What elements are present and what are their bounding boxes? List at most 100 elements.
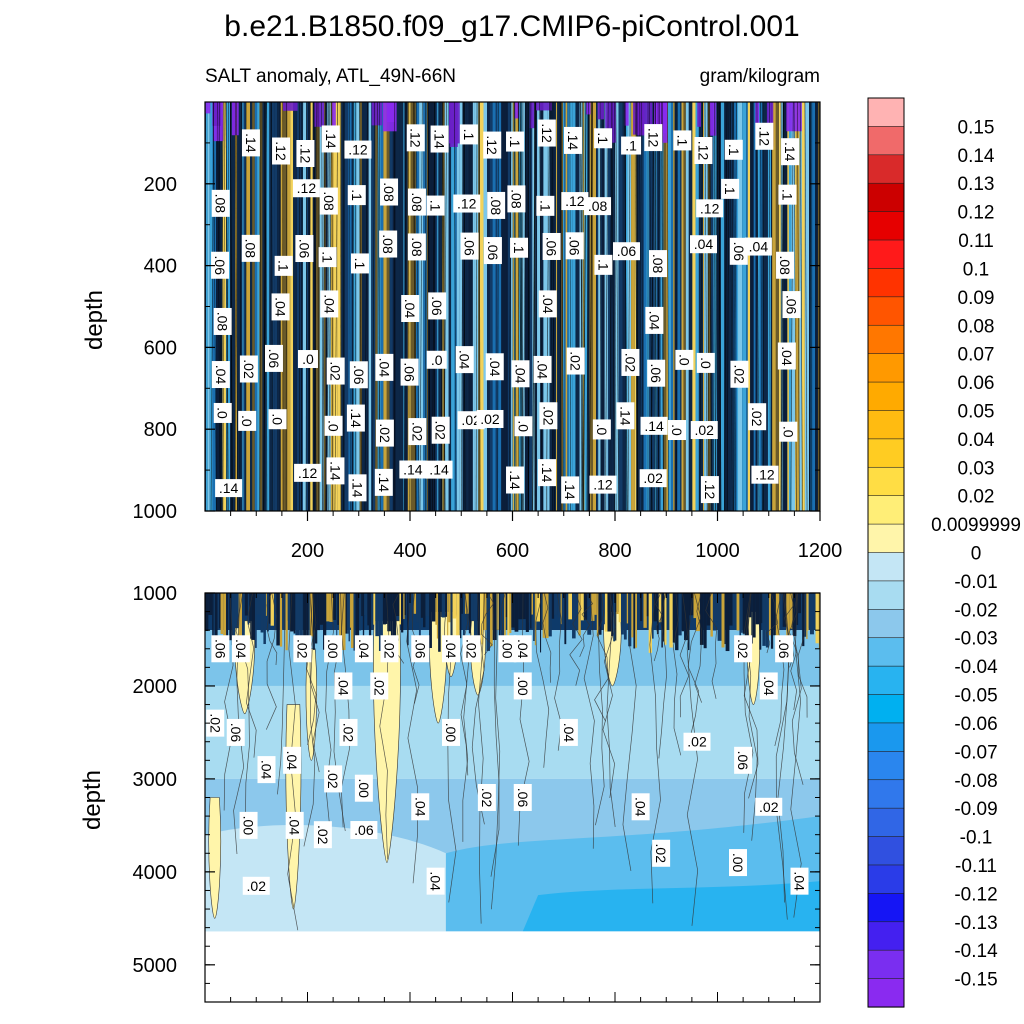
contour-label: .12 — [294, 463, 322, 482]
contour-line — [277, 593, 286, 795]
colorbar-label: -0.03 — [954, 629, 997, 650]
contour-label: .1 — [510, 237, 529, 258]
contour-label: .02 — [476, 409, 504, 428]
field-band — [306, 593, 309, 640]
svg-text:.12: .12 — [457, 196, 477, 212]
upper-contour-labels: .14.12.12.14.12.12.14.1.12.1.12.14.1.1.1… — [211, 119, 801, 504]
field-band — [761, 593, 763, 624]
field-band — [720, 102, 725, 511]
contour-line — [791, 593, 804, 785]
contour-line — [475, 102, 478, 511]
field-band — [614, 102, 619, 511]
field-band — [375, 593, 379, 637]
field-band — [226, 102, 231, 511]
contour-line — [707, 102, 710, 511]
contour-line — [641, 102, 644, 511]
contour-line — [676, 102, 678, 511]
field-band — [496, 593, 499, 630]
contour-line — [217, 102, 221, 511]
field-band — [724, 593, 726, 645]
field-band — [564, 102, 566, 511]
svg-text:.04: .04 — [273, 297, 289, 317]
svg-text:.04: .04 — [402, 299, 418, 319]
field-band — [367, 593, 369, 626]
field-band — [712, 593, 717, 631]
field-band — [525, 593, 529, 633]
field-band — [468, 102, 473, 511]
svg-text:.06: .06 — [228, 723, 244, 743]
svg-text:.02: .02 — [622, 353, 638, 373]
contour-line — [582, 102, 584, 511]
colorbar-swatch — [867, 410, 905, 440]
svg-text:.0: .0 — [676, 354, 692, 366]
svg-text:.06: .06 — [731, 242, 747, 262]
colorbar-label: 0.12 — [958, 203, 995, 224]
svg-text:.06: .06 — [648, 363, 664, 383]
field-band — [290, 102, 294, 511]
svg-text:.00: .00 — [730, 853, 746, 873]
contour-line — [769, 102, 771, 511]
contour-label: .04 — [559, 718, 578, 746]
contour-label: .14 — [374, 468, 393, 496]
field-band — [337, 102, 342, 511]
field-band — [390, 593, 393, 639]
field-band — [753, 102, 756, 511]
svg-text:.1: .1 — [352, 258, 368, 270]
svg-text:.00: .00 — [443, 723, 459, 743]
contour-line — [799, 102, 803, 511]
field-band — [356, 102, 360, 511]
contour-label: .02 — [734, 635, 753, 663]
colorbar-swatch — [867, 381, 905, 412]
field-band — [373, 593, 376, 625]
x-tick-label: 800 — [598, 540, 631, 562]
upper-panel: .14.12.12.14.12.12.14.1.12.1.12.14.1.1.1… — [81, 101, 842, 562]
field-band — [342, 593, 346, 651]
contour-line — [627, 102, 631, 511]
field-band — [515, 102, 519, 511]
svg-text:.1: .1 — [276, 260, 292, 272]
field-band — [269, 102, 272, 511]
fresh-patch — [535, 102, 552, 111]
field-band — [770, 593, 774, 649]
field-band — [213, 593, 215, 640]
field-band — [707, 102, 711, 511]
svg-text:.06: .06 — [412, 639, 428, 659]
field-band — [423, 102, 427, 511]
field-band — [468, 593, 472, 634]
field-band — [487, 102, 490, 511]
field-band — [222, 102, 227, 511]
contour-label: .1 — [426, 195, 445, 216]
svg-text:.06: .06 — [351, 365, 367, 385]
contour-label: .14 — [561, 476, 580, 504]
field-band — [765, 593, 769, 648]
field-band — [540, 593, 542, 653]
svg-text:.02: .02 — [479, 788, 495, 808]
field-band — [618, 593, 621, 623]
svg-text:.1: .1 — [320, 251, 336, 263]
field-band — [775, 102, 779, 511]
svg-text:.02: .02 — [433, 420, 449, 440]
field-band — [567, 102, 569, 511]
contour-label: .06 — [734, 746, 753, 774]
colorbar-label: -0.05 — [954, 686, 997, 707]
field-band — [713, 102, 717, 511]
contour-line — [219, 102, 222, 511]
field-band — [479, 102, 484, 511]
colorbar-swatch — [867, 609, 905, 639]
field-band — [670, 102, 674, 511]
contour-label: .02 — [326, 357, 345, 385]
y-tick-label: 800 — [144, 419, 177, 441]
salty-plume — [305, 648, 318, 761]
svg-text:.02: .02 — [247, 878, 267, 894]
field-band — [782, 593, 787, 627]
contour-label: .02 — [566, 347, 585, 375]
contour-label: .12 — [537, 119, 556, 147]
colorbar-label: -0.01 — [954, 572, 997, 593]
field-band — [729, 593, 733, 626]
svg-text:.02: .02 — [341, 723, 357, 743]
contour-label: .06 — [513, 784, 532, 811]
svg-text:.02: .02 — [461, 412, 481, 428]
contour-label: .12 — [589, 475, 617, 494]
field-band — [234, 593, 239, 629]
field-band — [251, 593, 256, 640]
